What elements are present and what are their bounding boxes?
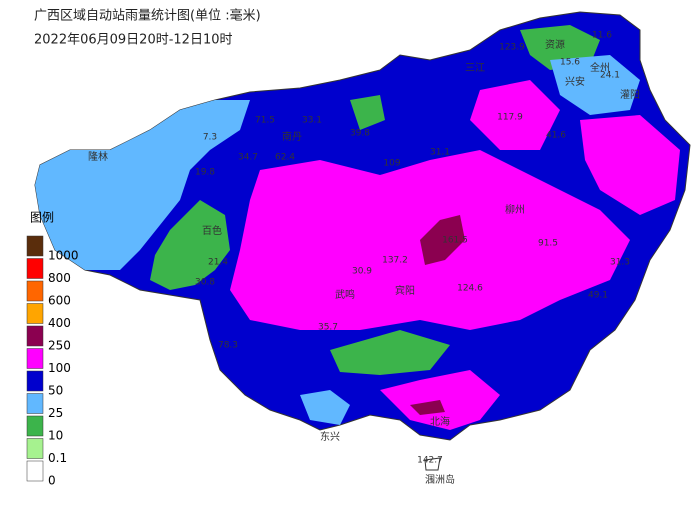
rainfall-label: 30.8 [195,278,215,288]
legend-swatch [26,303,44,324]
place-label: 全州 [590,61,610,74]
place-label: 灌阳 [620,89,640,101]
rainfall-label: 109 [383,159,400,169]
legend-label: 400 [48,316,71,330]
place-label: 资源 [545,38,565,51]
legend-title: 图例 [30,211,54,225]
rainfall-label: 11.6 [592,31,612,41]
place-label: 隆林 [88,150,108,163]
rainfall-label: 31.3 [610,258,630,268]
rainfall-label: 117.9 [497,113,523,123]
place-label: 武鸣 [335,288,355,301]
rainfall-label: 78.3 [218,341,238,351]
rainfall-label: 21.4 [208,258,228,268]
subtitle: 2022年06月09日20时-12日10时 [34,33,233,48]
place-label: 北海 [430,415,450,428]
rainfall-label: 71.5 [255,116,275,126]
legend-label: 50 [48,384,63,398]
rainfall-label: 124.6 [457,284,483,294]
rainfall-label: 7.3 [203,133,217,143]
legend-label: 600 [48,294,71,308]
legend-swatch [26,415,44,437]
legend-label: 800 [48,271,71,285]
rainfall-label: 137.2 [382,256,408,266]
place-label: 东兴 [320,430,340,443]
rainfall-label: 49.1 [588,291,608,301]
rainfall-label: 30.9 [352,267,372,277]
rainfall-label: 161.5 [442,236,468,246]
legend-label: 10 [48,429,63,443]
legend-label: 100 [48,361,71,375]
legend-swatch [26,438,44,459]
rainfall-label: 34.7 [238,153,258,163]
legend-swatch [26,280,44,302]
rainfall-label: 41.6 [546,131,566,141]
rainfall-label: 31.1 [430,148,450,158]
place-label: 南丹 [282,130,302,143]
place-label: 兴安 [565,75,585,88]
rainfall-label: 39.8 [350,129,370,139]
rainfall-label: 123.9 [499,43,525,53]
rainfall-label: 62.4 [275,153,295,163]
rainfall-label: 33.1 [302,116,322,126]
place-label: 三江 [465,62,485,74]
legend-label: 250 [48,339,71,353]
rainfall-label: 142.7 [417,456,443,466]
legend-swatch [26,235,44,257]
place-label: 百色 [202,224,222,237]
legend-label: 0.1 [48,451,67,465]
rainfall-label: 19.8 [195,168,215,178]
map-shapes [34,11,691,471]
legend-swatch [26,325,44,347]
legend-label: 25 [48,406,63,420]
rainfall-label: 91.5 [538,239,558,249]
legend-swatch [26,258,44,279]
place-label: 涠洲岛 [425,473,455,486]
title: 广西区域自动站雨量统计图(单位 :毫米) [34,8,261,24]
legend-swatch [26,460,44,482]
legend-label: 0 [48,474,56,488]
place-label: 宾阳 [395,284,415,297]
legend-swatch [26,370,44,392]
rainfall-label: 24.1 [600,71,620,81]
legend-swatch [26,348,44,369]
legend-label: 1000 [48,249,79,263]
rainfall-label: 15.6 [560,58,580,68]
legend-swatch [26,393,44,414]
rainfall-label: 35.7 [318,323,338,333]
place-label: 柳州 [505,203,525,216]
